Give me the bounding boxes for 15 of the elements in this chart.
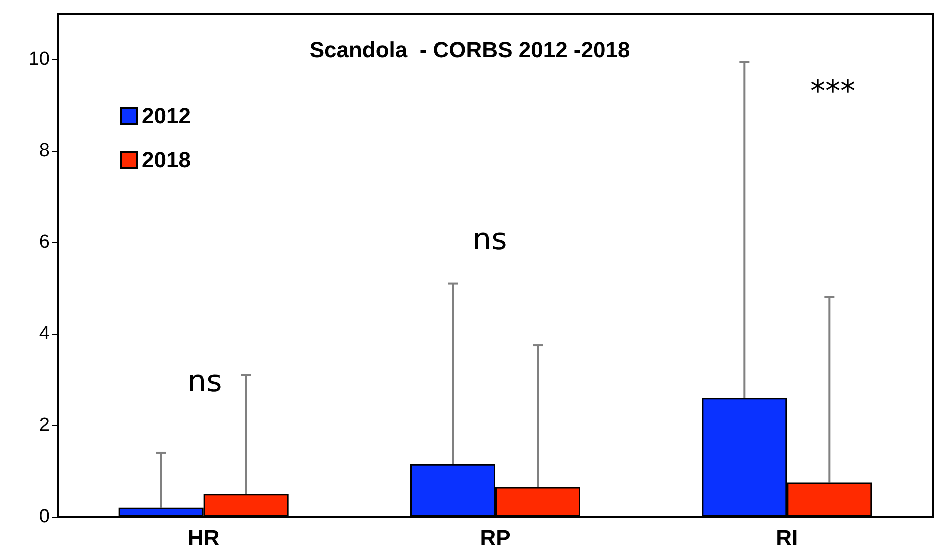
legend-label: 2018 xyxy=(142,148,191,172)
y-tick-label: 6 xyxy=(39,232,50,254)
y-tick-label: 10 xyxy=(28,49,50,70)
legend-label: 2012 xyxy=(142,104,191,128)
y-tick-label: 2 xyxy=(39,415,50,436)
y-tick-label: 4 xyxy=(39,324,50,345)
y-tick-label: 8 xyxy=(39,140,50,162)
annotation: ns xyxy=(472,222,508,258)
x-tick-label: RP xyxy=(480,526,511,550)
annotation: ns xyxy=(188,364,222,400)
x-tick-label: HR xyxy=(188,526,220,550)
text: Scandola - CORBS 2012 -2018 xyxy=(310,38,630,62)
x-tick-label: RI xyxy=(776,526,798,550)
y-tick-label: 0 xyxy=(39,506,50,528)
annotation: *** xyxy=(810,74,856,110)
